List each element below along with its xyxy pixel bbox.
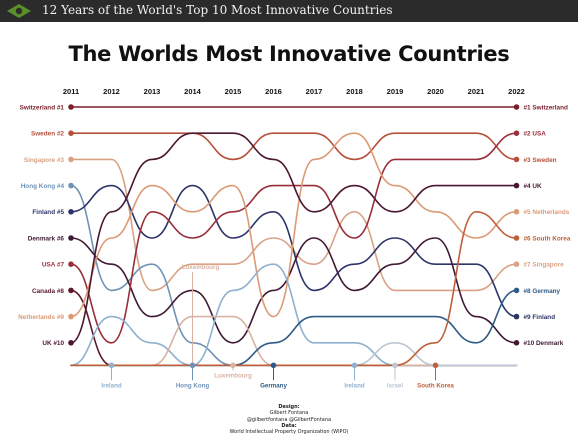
end-point [513, 156, 520, 163]
end-point [513, 235, 520, 241]
left-rank-label: Singapore #3 [24, 157, 65, 164]
end-point [513, 130, 520, 136]
start-point [68, 340, 74, 346]
series-line [70, 315, 518, 367]
credits-data-heading: Data: [281, 422, 297, 429]
credits: Design: Gilbert Fontana @gilbertfontana … [0, 404, 578, 435]
year-tick-label: 2017 [306, 87, 323, 96]
left-rank-label: Finland #5 [32, 209, 64, 216]
series-line [70, 210, 518, 367]
logo-icon [7, 4, 31, 18]
year-tick-label: 2021 [468, 87, 485, 96]
year-tick-label: 2019 [387, 87, 404, 96]
left-rank-label: Sweden #2 [31, 131, 64, 138]
series-line [70, 132, 518, 344]
year-tick-label: 2012 [103, 87, 120, 96]
right-rank-label: #6 South Korea [524, 235, 571, 242]
series-line [70, 184, 518, 318]
chart-title: The Worlds Most Innovative Countries [68, 42, 510, 66]
year-tick-label: 2014 [184, 87, 202, 96]
credits-handles: @gilbertfontana @GilbertFontana [246, 416, 332, 423]
page-header-title: 12 Years of the World's Top 10 Most Inno… [42, 3, 393, 17]
year-tick-label: 2016 [265, 87, 282, 96]
credits-source: World Intellectual Property Organization… [229, 429, 349, 436]
series-line [70, 237, 518, 344]
callout-label: Israel [387, 382, 403, 389]
start-point [68, 104, 74, 110]
start-point [68, 209, 74, 215]
right-rank-label: #4 UK [524, 183, 542, 190]
series-line [70, 132, 518, 318]
series-line [70, 132, 518, 161]
series-line [70, 132, 518, 344]
year-tick-label: 2015 [225, 87, 242, 96]
right-rank-label: #3 Sweden [524, 157, 557, 164]
end-point [513, 209, 520, 215]
year-tick-label: 2011 [63, 87, 79, 96]
right-rank-label: #8 Germany [524, 288, 561, 295]
right-rank-label: #10 Denmark [524, 340, 564, 347]
series-line [70, 341, 518, 367]
start-point [68, 287, 74, 294]
end-point [513, 313, 520, 320]
callout-label: Luxembourg [182, 264, 220, 271]
start-point [68, 261, 74, 268]
year-tick-label: 2022 [508, 87, 525, 96]
left-rank-label: Hong Kong #4 [21, 183, 65, 190]
year-tick-label: 2018 [346, 87, 363, 96]
end-point [513, 182, 520, 189]
start-point [68, 235, 74, 241]
start-point [68, 156, 74, 163]
year-tick-label: 2013 [144, 87, 161, 96]
callout-label: Luxembourg [214, 372, 252, 379]
callout-label: Ireland [344, 382, 365, 389]
left-rank-label: Canada #8 [32, 288, 64, 295]
end-point [513, 104, 520, 110]
right-rank-label: #9 Finland [524, 314, 556, 321]
left-rank-label: Denmark #6 [28, 235, 65, 242]
callout-label: South Korea [417, 382, 454, 389]
right-rank-label: #2 USA [524, 131, 547, 138]
series-line [70, 158, 518, 292]
callout-label: Germany [260, 382, 287, 389]
series-line [70, 184, 518, 367]
start-point [68, 130, 74, 136]
start-point [68, 313, 74, 320]
start-point [68, 182, 74, 189]
left-rank-label: USA #7 [42, 262, 65, 269]
credits-designer: Gilbert Fontana [269, 410, 309, 417]
right-rank-label: #7 Singapore [524, 262, 565, 269]
credits-design-heading: Design: [278, 404, 300, 410]
left-rank-label: Netherlands #9 [18, 314, 64, 321]
end-point [513, 261, 520, 268]
right-rank-label: #1 Switzerland [524, 104, 568, 111]
right-rank-label: #5 Netherlands [524, 209, 570, 216]
callout-label: Hong Kong [176, 382, 210, 389]
top-bar: 12 Years of the World's Top 10 Most Inno… [0, 0, 578, 22]
year-tick-label: 2020 [427, 87, 444, 96]
left-rank-label: Switzerland #1 [20, 104, 65, 111]
left-rank-label: UK #10 [42, 340, 64, 347]
end-point [513, 340, 520, 346]
callout-label: Ireland [101, 382, 122, 389]
end-point [513, 287, 520, 294]
